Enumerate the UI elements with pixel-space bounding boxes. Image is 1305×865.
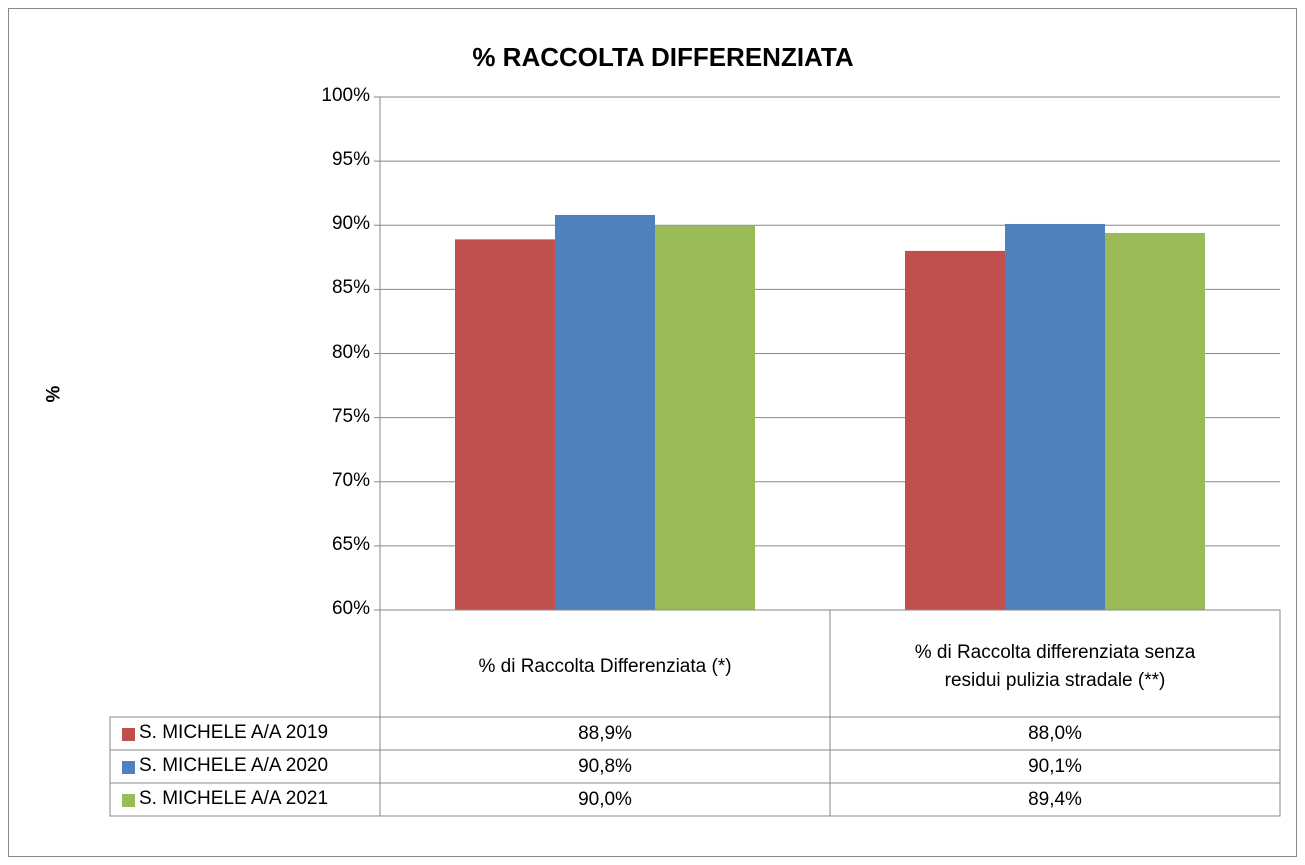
y-tick-label: 65%: [331, 533, 370, 555]
legend-label: S. MICHELE A/A 2019: [139, 722, 329, 743]
bar: [905, 250, 1005, 610]
y-tick-label: 100%: [321, 85, 370, 106]
data-label: 88,9%: [578, 722, 632, 744]
chart-title: % RACCOLTA DIFFERENZIATA: [472, 42, 854, 72]
y-axis-label: %: [43, 385, 65, 403]
x-tick-label: % di Raccolta differenziata senza residu…: [914, 641, 1196, 691]
y-tick-label: 90%: [331, 213, 370, 235]
bar: [455, 239, 555, 611]
data-label: 90,1%: [1028, 755, 1082, 777]
x-tick-label: % di Raccolta Differenziata (*): [478, 655, 732, 677]
y-tick-label: 60%: [331, 598, 370, 619]
bar: [555, 214, 655, 611]
data-label: 88,0%: [1028, 722, 1082, 744]
y-tick-label: 75%: [331, 405, 370, 427]
data-label: 90,0%: [578, 788, 632, 810]
data-label: 90,8%: [578, 755, 632, 777]
legend-swatch: [122, 794, 135, 807]
y-tick-label: 85%: [331, 277, 370, 299]
bar: [655, 225, 755, 610]
legend-swatch: [122, 728, 135, 741]
y-tick-label: 95%: [331, 149, 370, 171]
y-tick-label: 70%: [331, 469, 370, 491]
bar: [1005, 223, 1105, 610]
data-label: 89,4%: [1028, 788, 1082, 810]
y-tick-label: 80%: [331, 341, 370, 363]
legend-swatch: [122, 761, 135, 774]
legend-label: S. MICHELE A/A 2021: [139, 788, 329, 809]
legend-label: S. MICHELE A/A 2020: [139, 755, 329, 776]
chart-frame: [8, 8, 1297, 857]
bar: [1105, 232, 1205, 610]
